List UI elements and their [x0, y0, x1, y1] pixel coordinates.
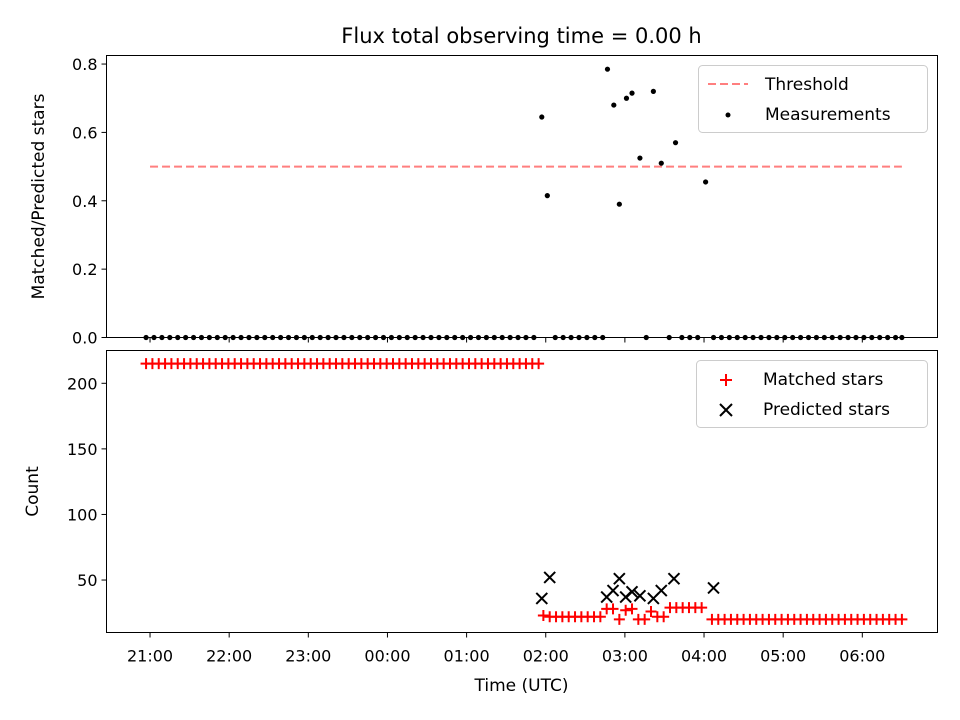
measurement-point: [703, 179, 709, 185]
legend-matched-swatch: [720, 374, 732, 386]
bottom-y-tick-label: 100: [67, 505, 98, 524]
bottom-x-tick-label: 23:00: [285, 647, 331, 666]
bottom-x-tick-label: 04:00: [681, 647, 727, 666]
chart-title: Flux total observing time = 0.00 h: [341, 24, 701, 48]
measurement-point: [672, 140, 679, 146]
predicted-star-point: [606, 584, 620, 597]
legend-predicted-label: Predicted stars: [763, 400, 890, 420]
bottom-x-tick-label: 02:00: [523, 647, 569, 666]
matched-star-point: [639, 613, 651, 625]
matched-star-point: [533, 358, 545, 370]
top-y-tick-label: 0.2: [72, 260, 97, 279]
measurement-point: [604, 66, 611, 72]
bottom-x-tick-label: 21:00: [127, 647, 173, 666]
measurement-point: [616, 201, 622, 207]
bottom-x-tick-label: 06:00: [839, 647, 885, 666]
top-y-tick-label: 0.0: [72, 329, 97, 348]
measurement-point: [539, 114, 545, 120]
measurement-point: [637, 155, 643, 161]
matched-star-point: [607, 603, 619, 615]
matched-star-point: [620, 604, 632, 616]
top-y-ticks: 0.0 0.2 0.4 0.6 0.8: [72, 55, 107, 348]
legend-predicted-swatch: [719, 403, 733, 417]
top-legend: Threshold Measurements: [698, 65, 928, 133]
matched-star-point: [645, 606, 657, 618]
predicted-star-point: [613, 572, 626, 585]
matched-star-point: [594, 611, 606, 623]
top-y-tick-label: 0.6: [72, 123, 97, 142]
bottom-y-tick-label: 150: [67, 440, 98, 459]
legend-matched-label: Matched stars: [763, 370, 883, 390]
bottom-y-ticks: 50 100 150 200: [67, 374, 107, 590]
predicted-star-point: [633, 589, 647, 602]
measurement-point: [544, 193, 550, 199]
measurement-point: [611, 102, 617, 108]
measurement-point: [650, 88, 656, 94]
bottom-axes-frame: [106, 350, 938, 633]
bottom-x-tick-label: 03:00: [602, 647, 648, 666]
matched-star-point: [613, 613, 625, 625]
bottom-y-axis-label: Count: [23, 466, 43, 517]
measurement-point: [658, 160, 664, 166]
bottom-x-tick-label: 05:00: [760, 647, 806, 666]
predicted-star-point: [707, 581, 720, 595]
bottom-x-ticks: 21:00 22:00 23:00 00:00 01:00 02:00 03:00 04:00…: [127, 632, 885, 666]
legend-threshold-label: Threshold: [764, 75, 849, 95]
predicted-star-point: [667, 572, 681, 585]
top-y-tick-label: 0.4: [72, 192, 97, 211]
top-y-tick-label: 0.8: [72, 55, 97, 74]
matched-star-point: [896, 613, 908, 625]
measurement-point: [629, 90, 635, 96]
top-x-ticks: [149, 337, 863, 343]
bottom-x-tick-label: 00:00: [364, 647, 410, 666]
measurement-point: [623, 95, 630, 101]
bottom-x-tick-label: 01:00: [444, 647, 490, 666]
matched-star-point: [658, 611, 670, 623]
predicted-star-point: [655, 584, 668, 597]
predicted-star-point: [625, 585, 639, 599]
predicted-star-point: [535, 592, 548, 605]
top-y-axis-label: Matched/Predicted stars: [29, 93, 49, 299]
top-axes-frame: [106, 55, 938, 338]
bottom-plot-marks: [140, 358, 908, 625]
legend-measurements-swatch: [725, 112, 731, 118]
top-legend-box: [698, 65, 928, 133]
predicted-star-point: [543, 571, 556, 584]
matched-star-point: [696, 602, 708, 614]
bottom-legend: Matched stars Predicted stars: [696, 360, 928, 428]
matched-star-point: [537, 609, 549, 621]
bottom-y-tick-label: 50: [77, 571, 97, 590]
legend-measurements-label: Measurements: [765, 105, 891, 125]
bottom-y-tick-label: 200: [67, 374, 98, 393]
bottom-panel: 50 100 150 200 21:00 22:00 23:00 00:00 01:00 02:…: [23, 350, 938, 696]
bottom-legend-box: [696, 360, 928, 428]
top-panel: 0.00.20.40.60.8 Matched/Predicted stars …: [29, 55, 938, 348]
bottom-x-axis-label: Time (UTC): [474, 676, 569, 696]
bottom-x-tick-label: 22:00: [206, 647, 252, 666]
matched-star-point: [626, 603, 638, 615]
